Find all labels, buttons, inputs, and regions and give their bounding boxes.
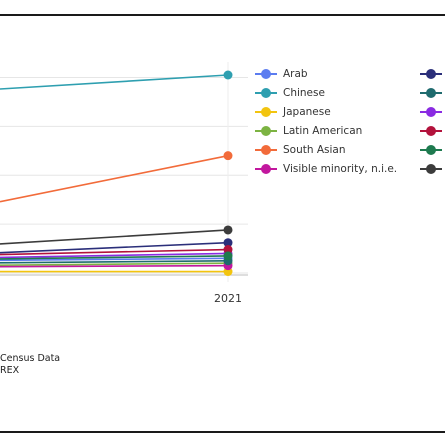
legend-swatch-2: [255, 106, 277, 118]
series-line-8: [0, 252, 229, 259]
legend-swatch-5: [255, 163, 277, 175]
chart-legend: Arab Chinese Japanese Latin American South A…: [255, 66, 445, 186]
legend-label-0: Arab: [283, 68, 308, 80]
data-point-4: [223, 151, 233, 161]
source-line-2: REX: [0, 365, 20, 376]
series-line-5: [0, 264, 229, 268]
legend-label-4: South Asian: [283, 144, 346, 156]
legend-item-8[interactable]: [420, 104, 445, 120]
data-point-1: [223, 70, 233, 80]
data-point-10: [223, 251, 233, 261]
legend-swatch-11: [420, 163, 442, 175]
series-line-3: [0, 262, 229, 267]
legend-item-7[interactable]: [420, 85, 445, 101]
source-note: Census Data REX: [0, 353, 60, 377]
series-line-10: [0, 255, 229, 260]
legend-item-2[interactable]: Japanese: [255, 104, 331, 120]
data-point-9: [223, 245, 233, 255]
legend-item-4[interactable]: South Asian: [255, 142, 346, 158]
legend-label-5: Visible minority, n.i.e.: [283, 163, 398, 175]
legend-swatch-4: [255, 144, 277, 156]
legend-swatch-6: [420, 68, 442, 80]
series-line-1: [0, 74, 229, 90]
bottom-border: [0, 431, 445, 433]
series-line-11: [0, 229, 229, 245]
legend-item-3[interactable]: Latin American: [255, 123, 362, 139]
x-tick-label-0: 2021: [214, 292, 242, 305]
legend-item-5[interactable]: Visible minority, n.i.e.: [255, 161, 397, 177]
series-line-6: [0, 241, 229, 254]
series-line-0: [0, 257, 229, 262]
legend-swatch-1: [255, 87, 277, 99]
legend-item-1[interactable]: Chinese: [255, 85, 325, 101]
legend-swatch-9: [420, 125, 442, 137]
series-line-7: [0, 259, 229, 264]
legend-swatch-0: [255, 68, 277, 80]
source-line-1: Census Data: [0, 353, 61, 364]
legend-item-6[interactable]: [420, 66, 445, 82]
data-point-6: [223, 238, 233, 248]
legend-item-0[interactable]: Arab: [255, 66, 308, 82]
legend-swatch-3: [255, 125, 277, 137]
legend-item-9[interactable]: [420, 123, 445, 139]
top-border: [0, 14, 445, 16]
legend-label-3: Latin American: [283, 125, 363, 137]
data-point-11: [223, 225, 233, 235]
legend-item-11[interactable]: [420, 161, 445, 177]
legend-swatch-10: [420, 144, 442, 156]
legend-swatch-7: [420, 87, 442, 99]
legend-item-10[interactable]: [420, 142, 445, 158]
legend-label-1: Chinese: [283, 87, 325, 99]
series-line-4: [0, 154, 229, 203]
legend-label-2: Japanese: [283, 106, 331, 118]
series-line-9: [0, 248, 229, 256]
legend-swatch-8: [420, 106, 442, 118]
